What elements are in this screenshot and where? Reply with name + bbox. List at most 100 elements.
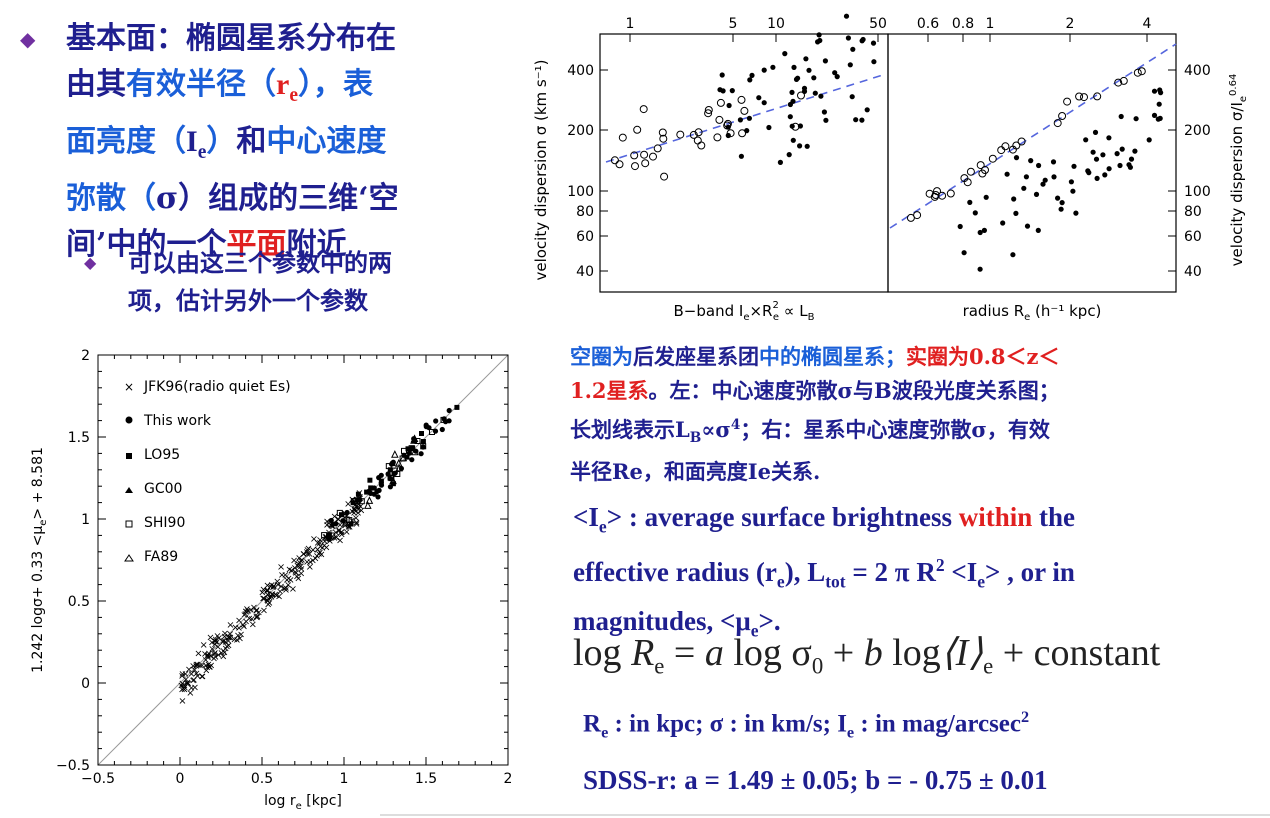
filled-circle-point [1010, 252, 1016, 258]
x-marker-point: × [202, 666, 210, 677]
filled-circle-point [870, 40, 877, 46]
x-marker-point: × [283, 575, 291, 586]
filled-circle-point [790, 98, 796, 104]
tr-y-tick: 400 [1184, 63, 1211, 79]
x-marker-point: × [181, 669, 189, 680]
figure-caption: 空圈为后发座星系团中的椭圆星系；实圈为0.8＜z＜ 1.2星系。左：中心速度弥散… [570, 344, 1060, 485]
fp-x-tick: 1.5 [415, 771, 437, 787]
open-circle-point [715, 115, 724, 124]
fp-y-tick: 2 [81, 348, 90, 364]
x-marker-point: × [211, 636, 219, 647]
open-circle-point [1080, 93, 1088, 102]
x-marker-point: × [190, 665, 198, 676]
x-marker-point: × [267, 592, 275, 603]
x-marker-point: × [210, 649, 218, 660]
filled-circle-point [1059, 200, 1065, 206]
x-marker-point: × [255, 608, 263, 619]
x-marker-point: × [259, 584, 267, 595]
filled-circle-point [378, 472, 384, 478]
x-marker-point: × [277, 581, 285, 592]
x-marker-point: × [201, 649, 209, 660]
x-marker-point: × [338, 527, 346, 538]
open-circle-point [1133, 68, 1142, 77]
filled-circle-point [1004, 171, 1010, 177]
main-bullet-block: ◆ 基本面：椭圆星系分布在 由其有效半径（re），表 面亮度（Ie）和中心速度 … [20, 16, 490, 268]
tl-y-tick: 200 [567, 123, 594, 139]
x-marker-point: × [214, 642, 222, 653]
x-marker-point: × [334, 514, 342, 525]
x-marker-point: × [178, 679, 186, 690]
open-circle-point [978, 169, 987, 178]
filled-square-point [367, 477, 373, 483]
x-marker-point: × [234, 630, 242, 641]
filled-circle-point [1073, 210, 1079, 216]
open-circle-point [653, 144, 662, 153]
open-triangle-point [410, 434, 419, 442]
filled-circle-point [1127, 164, 1133, 170]
x-marker-point: × [208, 644, 216, 655]
filled-circle-point [786, 152, 792, 158]
legend-label: JFK96(radio quiet Es) [143, 379, 291, 395]
open-circle-point [689, 130, 698, 139]
x-marker-point: × [297, 564, 305, 575]
filled-circle-point [853, 117, 859, 123]
open-circle-point [797, 91, 805, 100]
filled-circle-point [1013, 155, 1020, 161]
x-marker-point: × [235, 616, 243, 627]
tl-y-tick: 100 [567, 184, 594, 200]
x-marker-point: × [337, 528, 345, 539]
x-marker-point: × [252, 612, 260, 623]
tl-y-tick: 80 [576, 204, 594, 220]
definition-text: <Ie> : average surface brightness within… [573, 502, 1076, 641]
filled-circle-point [1117, 162, 1123, 169]
filled-circle-point [409, 457, 415, 463]
x-marker-point: × [205, 649, 213, 660]
filled-circle-point [1157, 87, 1163, 93]
x-marker-point: × [350, 508, 358, 519]
x-marker-point: × [213, 631, 221, 642]
x-marker-point: × [316, 535, 324, 546]
filled-square-point [350, 500, 356, 506]
x-marker-point: × [178, 671, 186, 682]
filled-circle-point [812, 90, 818, 96]
x-marker-point: × [336, 520, 344, 531]
x-marker-point: × [250, 603, 258, 614]
x-marker-point: × [225, 632, 233, 643]
x-marker-point: × [344, 499, 352, 510]
x-marker-point: × [226, 633, 234, 644]
filled-circle-point [1033, 191, 1040, 197]
x-marker-point: × [341, 509, 349, 520]
x-marker-point: × [189, 675, 197, 686]
filled-circle-point [961, 250, 967, 256]
x-marker-point: × [306, 557, 314, 568]
open-square-point [321, 532, 328, 539]
open-circle-point [610, 156, 619, 165]
x-marker-point: × [268, 580, 276, 591]
filled-circle-point [725, 132, 731, 139]
x-marker-point: × [215, 633, 223, 644]
filled-circle-point [823, 117, 829, 123]
x-marker-point: × [334, 514, 342, 525]
filled-circle-point [977, 229, 983, 236]
filled-circle-point [725, 124, 731, 130]
legend-marker-x: × [124, 380, 134, 394]
x-marker-point: × [191, 682, 199, 693]
x-marker-point: × [332, 528, 340, 539]
small-diamond-bullet-icon: ◆ [84, 253, 97, 272]
x-marker-point: × [204, 653, 212, 664]
x-marker-point: × [320, 540, 328, 551]
x-marker-point: × [352, 513, 360, 524]
filled-circle-point [1011, 196, 1017, 202]
filled-square-point [405, 446, 411, 452]
x-marker-point: × [258, 588, 266, 599]
x-marker-point: × [198, 671, 206, 682]
open-circle-point [693, 136, 702, 145]
x-marker-point: × [295, 558, 303, 569]
x-marker-point: × [210, 654, 218, 665]
x-marker-point: × [269, 583, 277, 594]
x-marker-point: × [192, 660, 200, 671]
open-triangle-point [411, 447, 419, 456]
open-triangle-point [341, 518, 350, 527]
open-triangle-point [389, 476, 397, 485]
filled-circle-point [782, 51, 788, 57]
